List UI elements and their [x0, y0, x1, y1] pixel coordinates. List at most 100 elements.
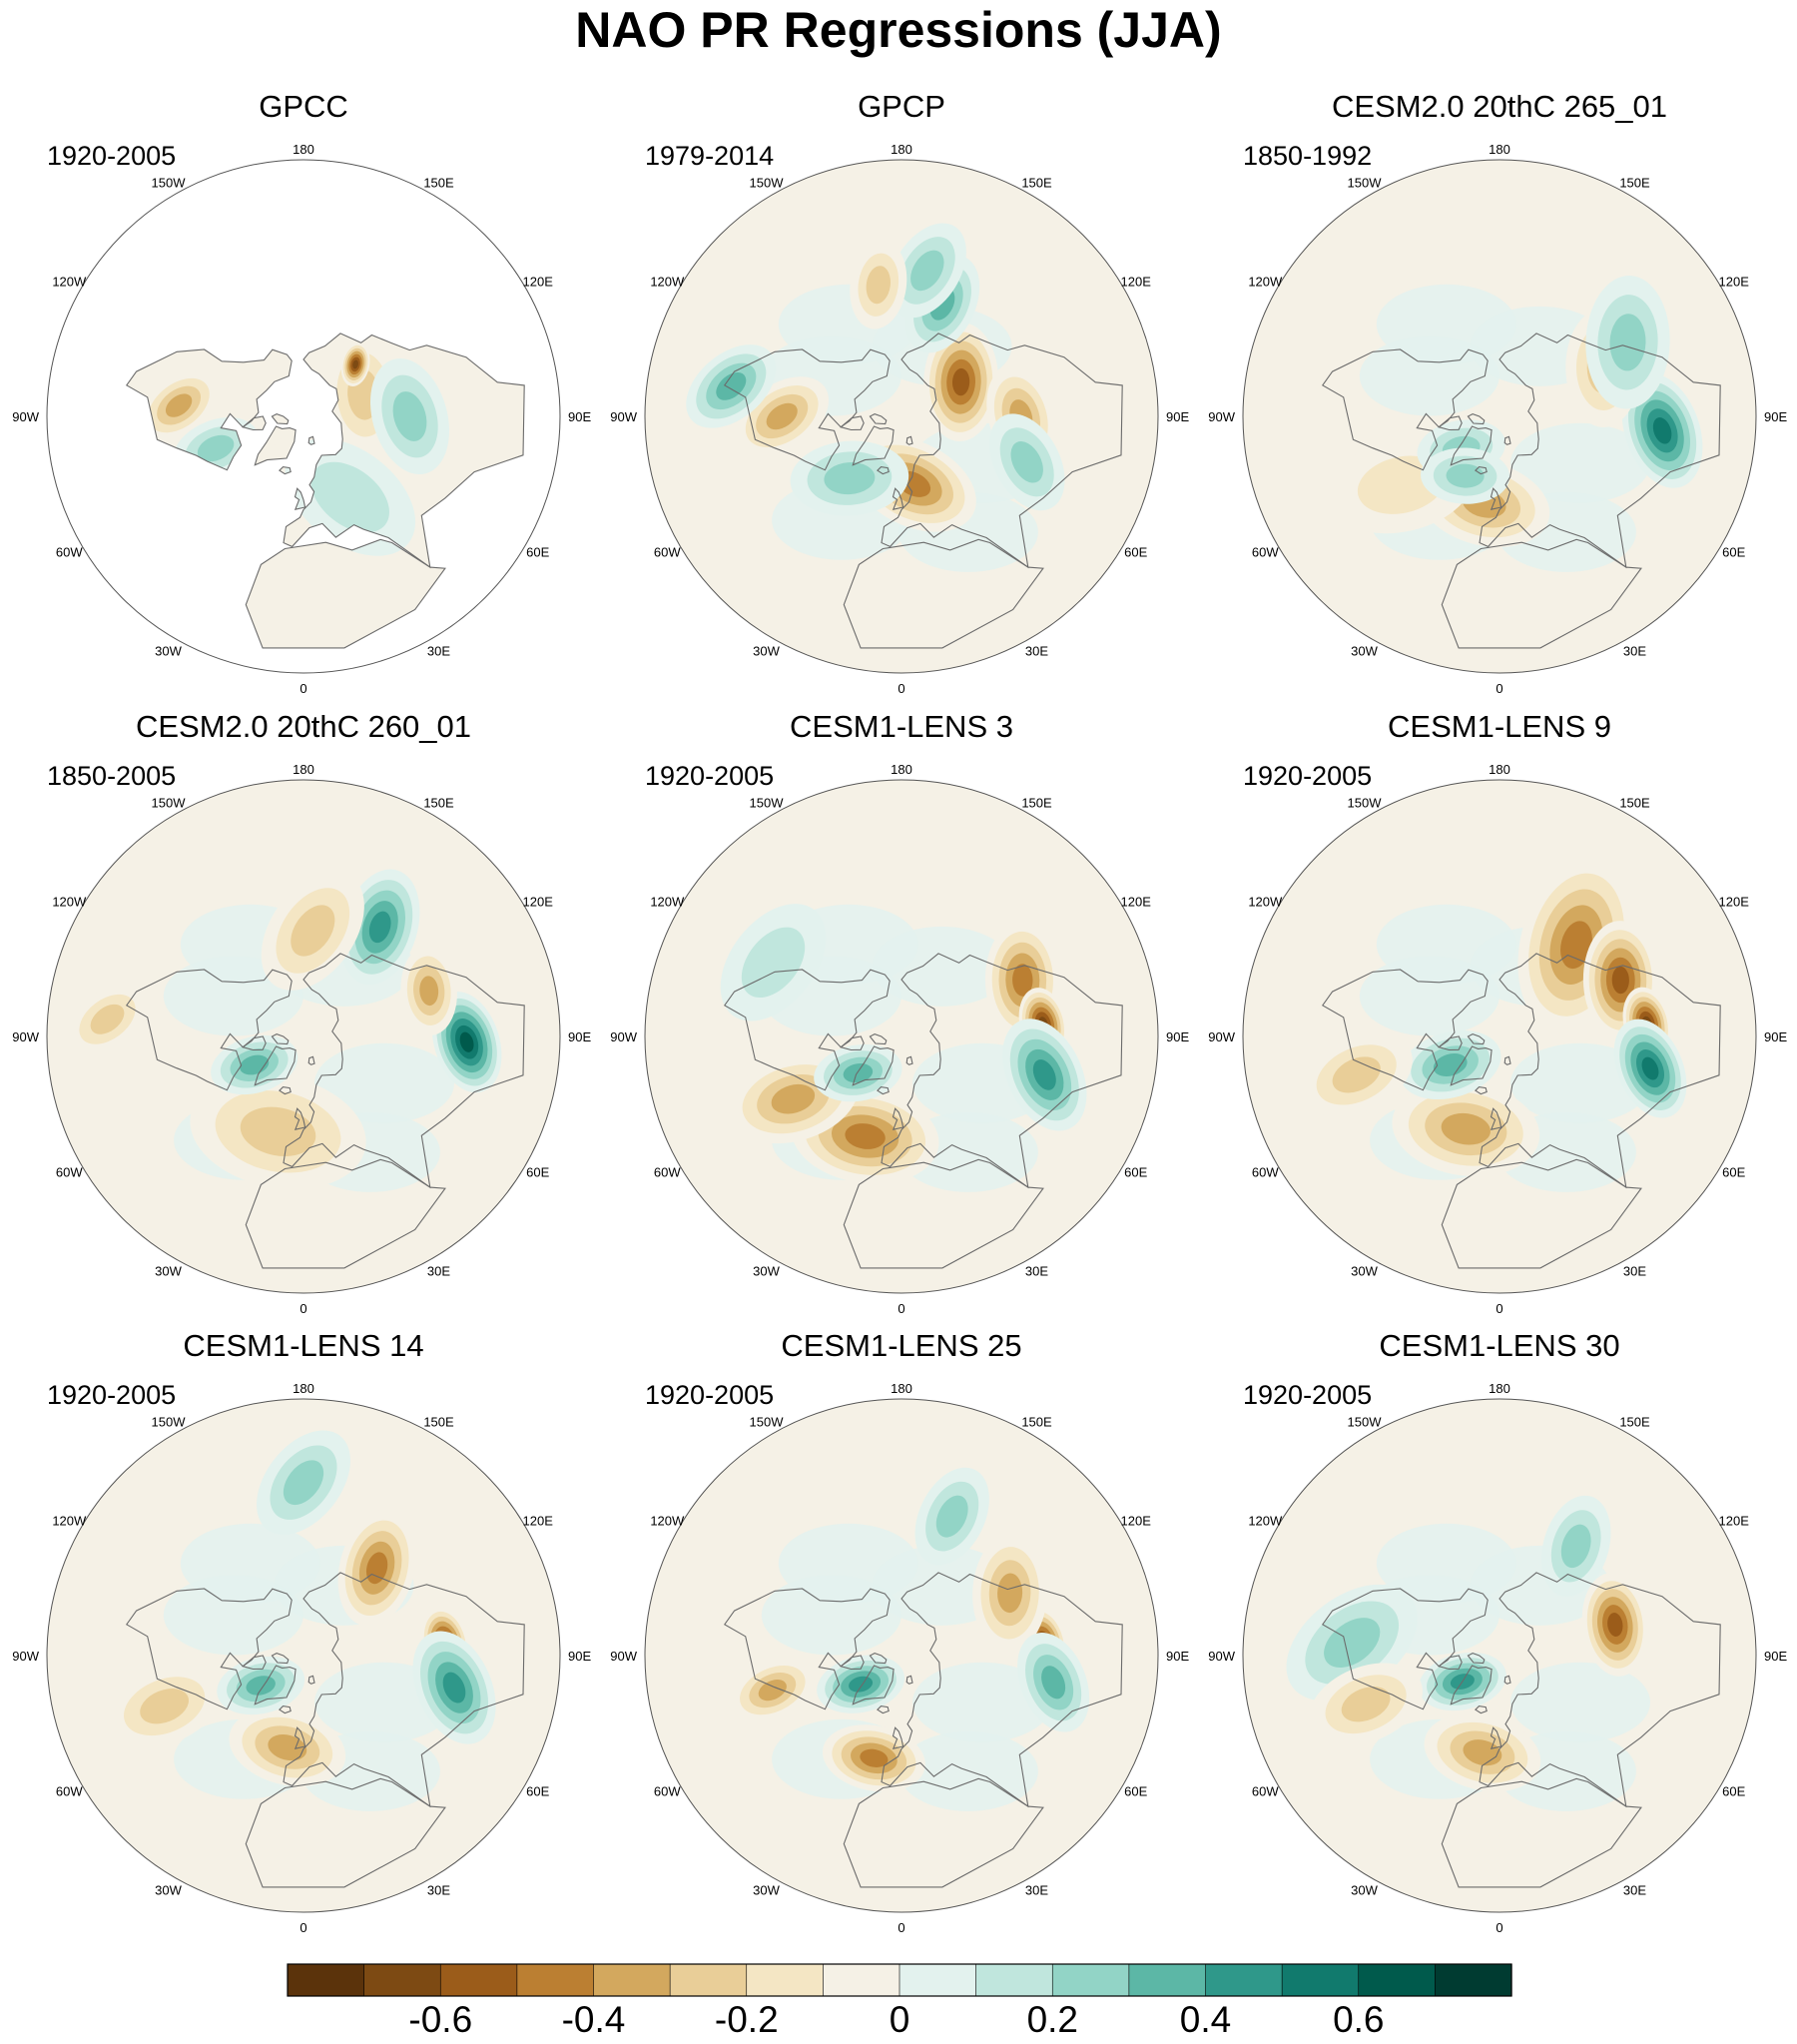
coastline: [723, 969, 891, 1091]
contour-level: [860, 1748, 889, 1767]
contour-level: [291, 905, 335, 957]
longitude-label: 180: [891, 142, 912, 157]
longitude-label: 60W: [56, 545, 83, 560]
colorbar-swatch: [975, 1963, 1053, 1997]
longitude-label: 120W: [52, 1514, 87, 1529]
coastline: [1321, 969, 1489, 1091]
longitude-label: 0: [300, 1301, 306, 1316]
longitude-label: 120W: [1248, 895, 1283, 910]
longitude-label: 120E: [523, 895, 554, 910]
longitude-label: 180: [293, 762, 314, 777]
colorbar-tick-label: 0.6: [1333, 1999, 1384, 2040]
longitude-label: 90W: [12, 1649, 39, 1664]
coastline: [1490, 1107, 1502, 1130]
coastline: [307, 1055, 315, 1065]
longitude-label: 90W: [1208, 1649, 1235, 1664]
longitude-label: 90E: [1764, 1029, 1787, 1044]
contour-level: [758, 1680, 787, 1702]
longitude-label: 0: [1496, 1920, 1502, 1935]
longitude-label: 180: [1489, 1381, 1510, 1396]
longitude-label: 60W: [56, 1165, 83, 1180]
coastline: [1467, 413, 1486, 425]
longitude-label: 120W: [650, 275, 685, 290]
contour-level: [1560, 921, 1592, 970]
contour-level: [246, 1676, 276, 1696]
field-blob: [163, 1575, 303, 1656]
panel-title: CESM1-LENS 14: [183, 1328, 423, 1363]
coastline: [869, 1653, 888, 1665]
contour-level: [165, 393, 193, 417]
field-blob: [1510, 1662, 1651, 1742]
coastline: [125, 969, 293, 1091]
colorbar-swatch: [898, 1963, 977, 1997]
coastline: [1479, 1572, 1721, 1808]
map-panel: 180 150E 120E 90E 60E 30E 0 30W 60W 90W 120W 150W GP…: [610, 89, 1189, 696]
panel-years: 1850-1992: [1243, 141, 1372, 171]
contour-level: [1012, 964, 1033, 997]
colorbar-tick-label: 0: [890, 1999, 910, 2040]
coastline: [307, 435, 315, 445]
longitude-label: 30E: [427, 1883, 450, 1898]
coastline: [283, 333, 525, 569]
contour-level: [1032, 1059, 1056, 1090]
longitude-label: 120E: [523, 1514, 554, 1529]
coastline: [1475, 1086, 1488, 1095]
contour-level: [310, 461, 389, 533]
coastline: [869, 1033, 888, 1045]
contour-level: [849, 1676, 874, 1693]
longitude-label: 30E: [427, 644, 450, 659]
map-panel: 180 150E 120E 90E 60E 30E 0 30W 60W 90W 120W 150W CE…: [1208, 1328, 1787, 1935]
longitude-label: 0: [300, 1920, 306, 1935]
longitude-label: 120W: [650, 895, 685, 910]
longitude-label: 150E: [1021, 795, 1052, 810]
contour-level: [392, 391, 427, 441]
coastline: [1441, 538, 1642, 649]
longitude-label: 180: [891, 762, 912, 777]
base-shade: [645, 1399, 1158, 1912]
longitude-label: 120E: [1719, 895, 1750, 910]
coastline: [852, 1665, 895, 1705]
longitude-label: 120E: [523, 275, 554, 290]
coastline: [254, 425, 297, 466]
coastline: [1441, 1158, 1642, 1269]
contour-level: [951, 367, 970, 396]
longitude-label: 150E: [1021, 175, 1052, 190]
coastline: [723, 1588, 891, 1710]
colorbar-swatch: [516, 1963, 595, 1997]
longitude-label: 30E: [1623, 1264, 1646, 1279]
contour-level: [1609, 314, 1646, 371]
contour-level: [459, 1031, 474, 1052]
longitude-label: 120W: [1248, 1514, 1283, 1529]
longitude-label: 60W: [654, 1784, 681, 1799]
field-blob: [1359, 956, 1499, 1036]
map-boundary: [46, 159, 561, 674]
coastline: [840, 1655, 865, 1671]
longitude-label: 30E: [1025, 1264, 1048, 1279]
longitude-label: 30W: [753, 644, 780, 659]
coastline: [877, 466, 890, 475]
contour-level: [352, 359, 358, 369]
longitude-label: 150W: [750, 1414, 785, 1429]
colorbar-tick-label: -0.6: [408, 1999, 472, 2040]
base-shade: [645, 780, 1158, 1293]
coastline: [881, 333, 1123, 569]
longitude-label: 30E: [1623, 1883, 1646, 1898]
coastline: [881, 953, 1123, 1189]
coastline: [1441, 1777, 1642, 1888]
longitude-label: 30W: [1351, 644, 1378, 659]
longitude-label: 150W: [152, 1414, 187, 1429]
coastline: [279, 1086, 292, 1095]
contour-level: [935, 1495, 968, 1538]
coastline: [840, 415, 865, 431]
coastline: [279, 1705, 292, 1714]
contour-level: [1611, 966, 1629, 995]
coastline: [125, 1588, 293, 1710]
coastline: [307, 1675, 315, 1685]
longitude-label: 180: [1489, 762, 1510, 777]
longitude-label: 0: [898, 681, 904, 696]
longitude-label: 60E: [526, 1784, 549, 1799]
map-panel: 180 150E 120E 90E 60E 30E 0 30W 60W 90W 120W 150W CE…: [610, 709, 1189, 1316]
coastline: [1321, 1588, 1489, 1710]
coastline: [852, 1045, 895, 1086]
longitude-label: 30W: [753, 1883, 780, 1898]
